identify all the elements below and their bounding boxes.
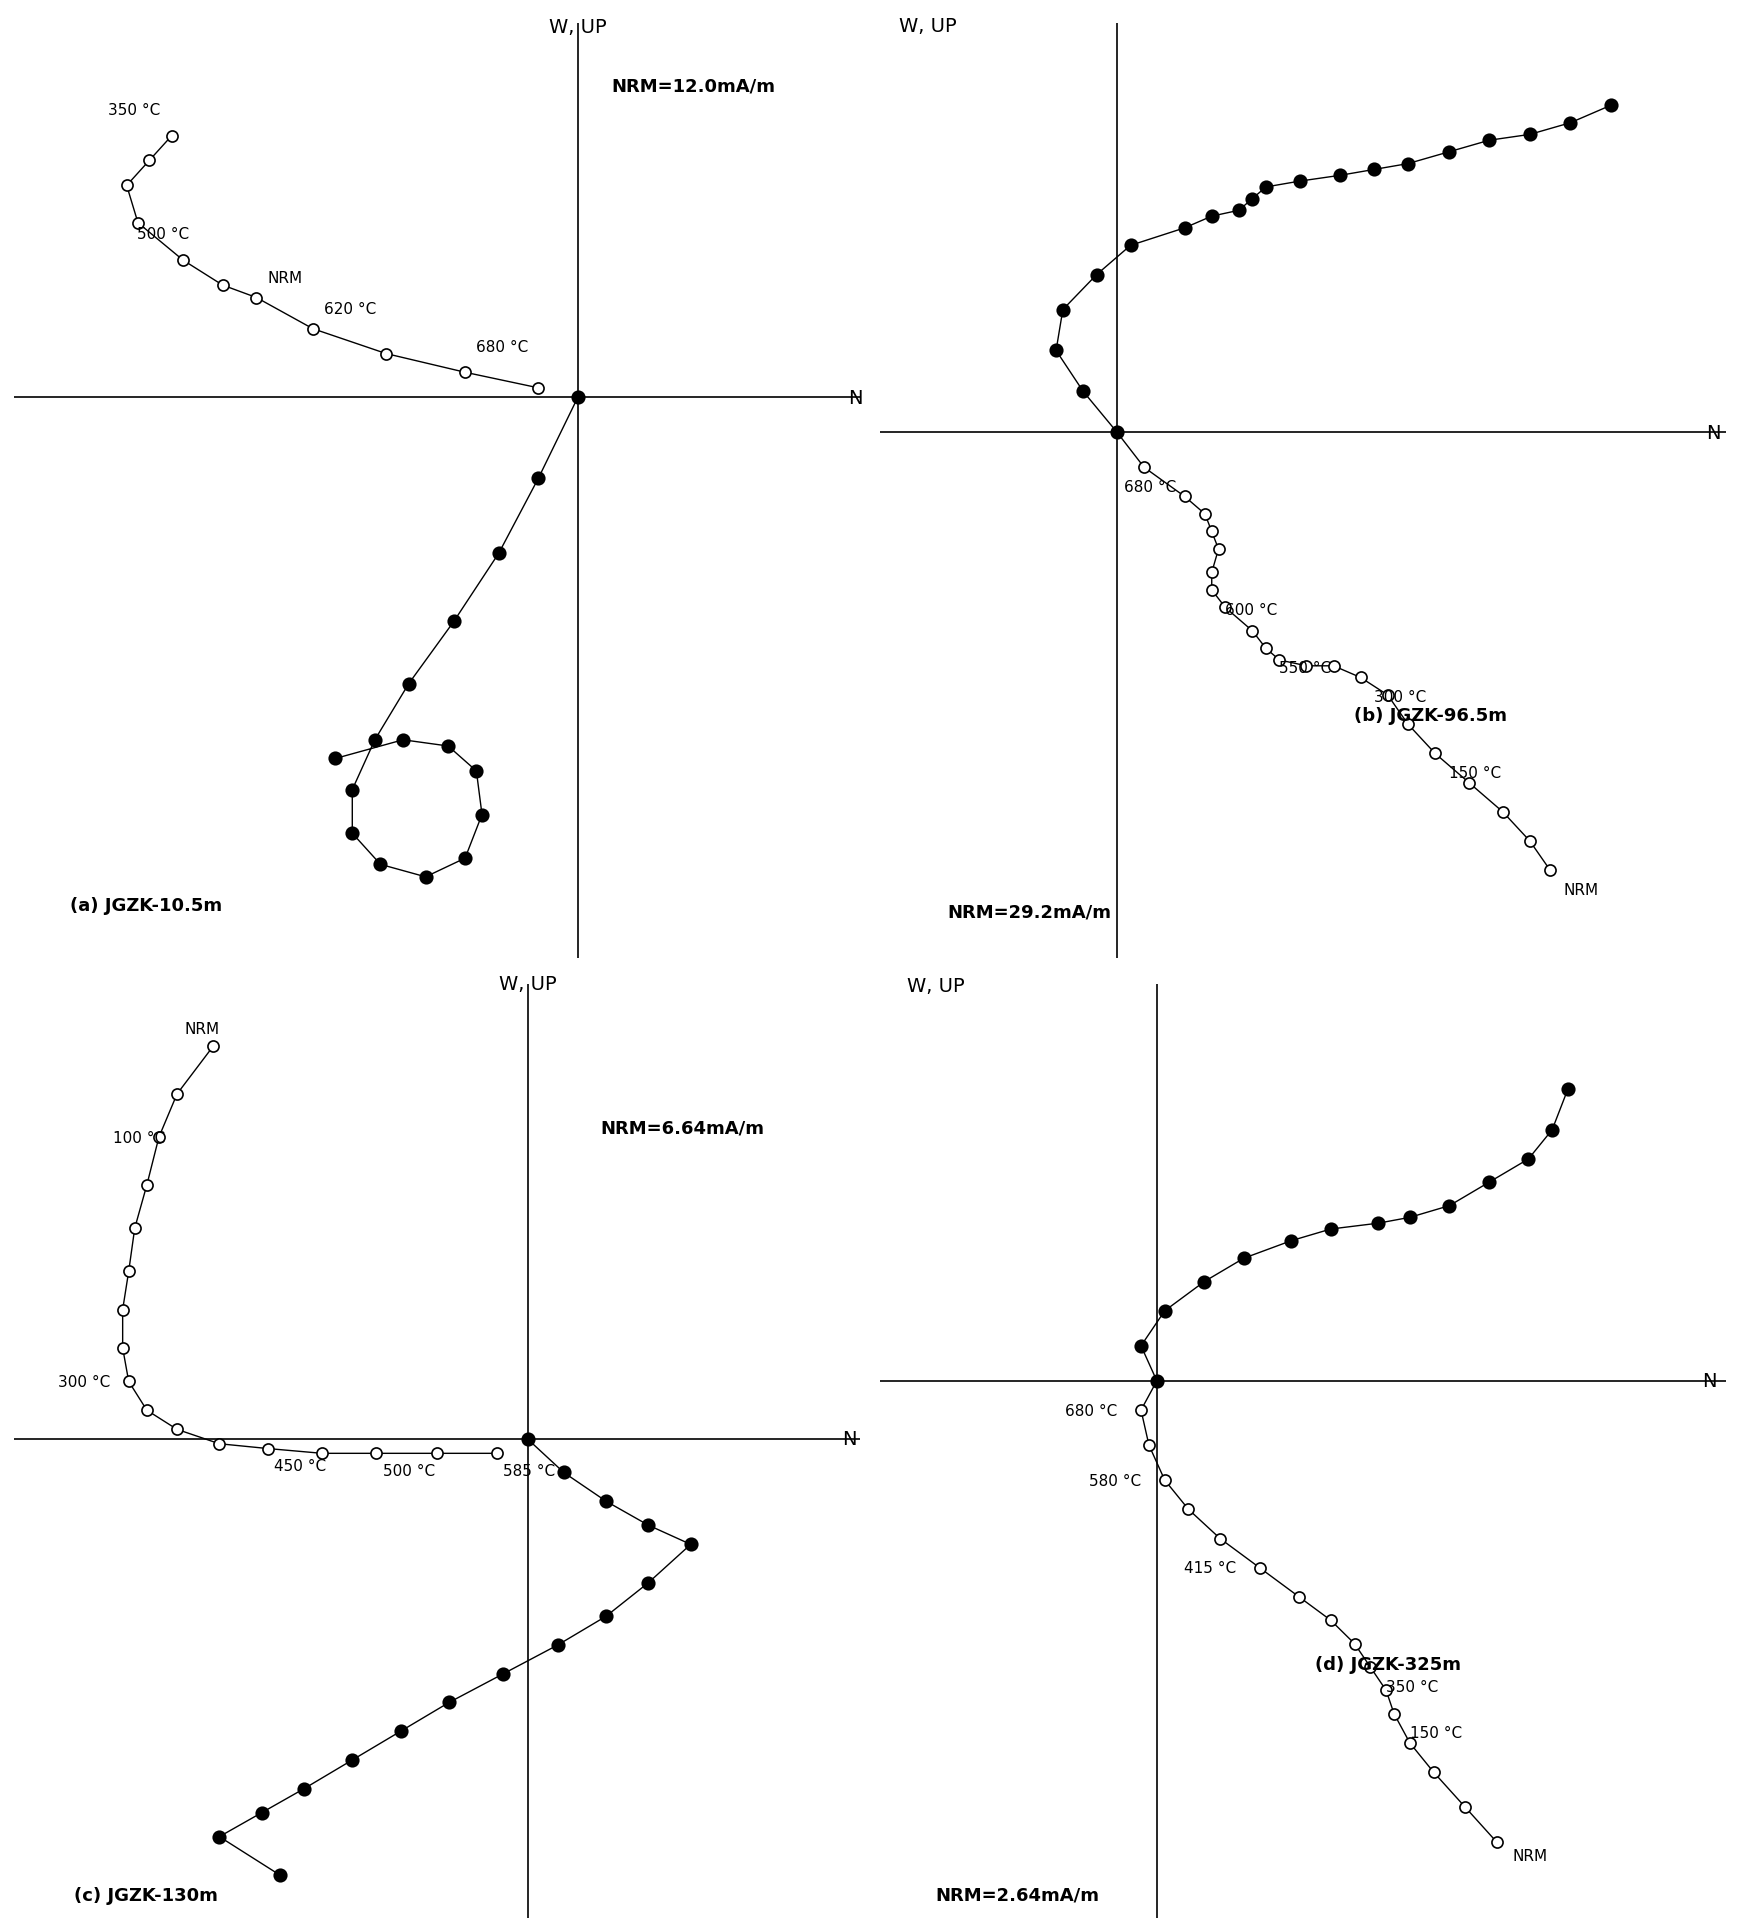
Text: 150 °C: 150 °C: [1409, 1725, 1461, 1741]
Text: 680 °C: 680 °C: [1123, 479, 1176, 495]
Text: 350 °C: 350 °C: [108, 102, 160, 118]
Text: 150 °C: 150 °C: [1449, 765, 1499, 781]
Text: N: N: [1704, 423, 1720, 442]
Text: 680 °C: 680 °C: [1064, 1403, 1116, 1418]
Text: W, UP: W, UP: [550, 17, 607, 37]
Text: (b) JGZK-96.5m: (b) JGZK-96.5m: [1353, 707, 1506, 724]
Text: NRM=29.2mA/m: NRM=29.2mA/m: [948, 902, 1111, 922]
Text: NRM=2.64mA/m: NRM=2.64mA/m: [936, 1886, 1099, 1903]
Text: 550 °C: 550 °C: [1278, 661, 1330, 676]
Text: N: N: [842, 1430, 856, 1449]
Text: N: N: [1701, 1372, 1716, 1391]
Text: N: N: [849, 388, 863, 408]
Text: NRM=12.0mA/m: NRM=12.0mA/m: [612, 77, 776, 97]
Text: 415 °C: 415 °C: [1183, 1561, 1235, 1575]
Text: NRM: NRM: [184, 1022, 219, 1037]
Text: 620 °C: 620 °C: [323, 301, 376, 317]
Text: NRM: NRM: [268, 270, 303, 286]
Text: 680 °C: 680 °C: [476, 340, 529, 354]
Text: 580 °C: 580 °C: [1089, 1472, 1141, 1488]
Text: 100 °C: 100 °C: [113, 1130, 165, 1146]
Text: NRM=6.64mA/m: NRM=6.64mA/m: [600, 1119, 763, 1136]
Text: 585 °C: 585 °C: [503, 1463, 555, 1478]
Text: (c) JGZK-130m: (c) JGZK-130m: [75, 1886, 217, 1903]
Text: W, UP: W, UP: [499, 976, 556, 993]
Text: W, UP: W, UP: [897, 17, 956, 37]
Text: 500 °C: 500 °C: [383, 1463, 435, 1478]
Text: W, UP: W, UP: [906, 978, 963, 995]
Text: 500 °C: 500 °C: [137, 228, 188, 242]
Text: 600 °C: 600 °C: [1224, 603, 1276, 616]
Text: (a) JGZK-10.5m: (a) JGZK-10.5m: [70, 896, 223, 914]
Text: 450 °C: 450 °C: [273, 1459, 325, 1474]
Text: NRM: NRM: [1563, 883, 1598, 898]
Text: NRM: NRM: [1511, 1849, 1548, 1862]
Text: 300 °C: 300 °C: [59, 1374, 111, 1389]
Text: 350 °C: 350 °C: [1386, 1679, 1438, 1694]
Text: 300 °C: 300 °C: [1374, 690, 1426, 705]
Text: (d) JGZK-325m: (d) JGZK-325m: [1315, 1656, 1461, 1673]
